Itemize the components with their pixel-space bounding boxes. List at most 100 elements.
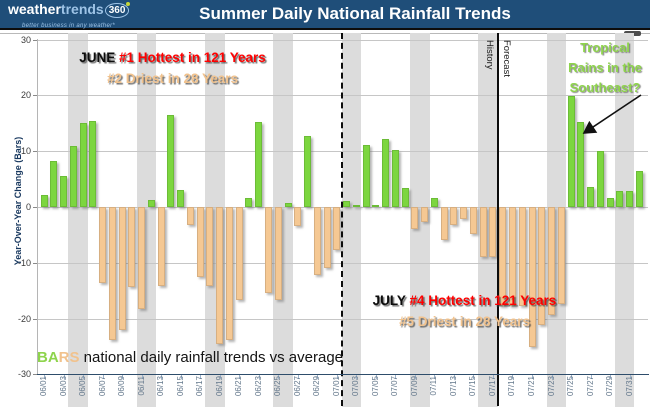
x-tick-label: 06/05 — [78, 376, 88, 397]
bar-06/27 — [294, 207, 302, 226]
bar-07/21 — [528, 207, 536, 348]
bar-06/16 — [186, 207, 194, 225]
bar-06/12 — [147, 199, 155, 207]
x-tick-mark — [258, 375, 260, 379]
bar-07/24 — [557, 207, 565, 304]
bar-06/14 — [167, 114, 175, 207]
bar-06/03 — [60, 175, 68, 207]
weekend-stripe — [341, 33, 362, 407]
legend-rs: RS — [58, 349, 80, 366]
bar-07/18 — [499, 207, 507, 307]
bar-07/27 — [587, 187, 595, 207]
x-tick-mark — [473, 375, 475, 379]
y-tick-mark — [33, 207, 37, 208]
x-tick-label: 07/09 — [409, 376, 419, 397]
legend-text: national daily rainfall trends vs averag… — [79, 349, 343, 366]
x-tick-mark — [551, 375, 553, 379]
x-tick-label: 06/03 — [58, 376, 68, 397]
bar-07/08 — [401, 188, 409, 207]
x-tick-mark — [219, 375, 221, 379]
x-tick-label: 07/25 — [566, 376, 576, 397]
x-tick-label: 06/09 — [117, 376, 127, 397]
june-annotation-line1: JUNE #1 Hottest in 121 Years — [79, 50, 266, 65]
y-tick-mark — [33, 262, 37, 264]
x-tick-label: 06/13 — [156, 376, 166, 397]
x-tick-label: 07/23 — [546, 376, 556, 397]
y-tick-mark — [33, 39, 37, 41]
logo-weather: weather — [8, 1, 61, 17]
weekend-stripe — [478, 33, 498, 407]
x-tick-mark — [278, 375, 280, 379]
bar-06/15 — [177, 190, 185, 207]
x-tick-label: 07/19 — [507, 376, 517, 397]
bar-06/06 — [89, 120, 97, 207]
y-tick-label: 0 — [25, 202, 31, 212]
x-tick-mark — [141, 375, 143, 379]
bar-06/23 — [255, 122, 263, 207]
bar-07/16 — [479, 207, 487, 257]
weekend-stripe — [136, 33, 157, 407]
header-bar: weathertrends 360 better business in any … — [0, 0, 650, 30]
x-tick-mark — [161, 375, 163, 379]
bar-06/13 — [157, 207, 165, 287]
weekend-stripe — [409, 33, 430, 407]
x-tick-label: 06/27 — [292, 376, 302, 397]
x-tick-label: 06/25 — [273, 376, 283, 397]
y-tick-label: -20 — [17, 313, 31, 324]
june-annotation-line2: #2 Driest in 28 Years — [106, 71, 239, 86]
x-tick-mark — [317, 375, 319, 379]
bar-06/05 — [79, 123, 87, 207]
june-july-dashed-divider — [340, 33, 343, 406]
x-tick-mark — [200, 375, 202, 379]
bar-07/02 — [343, 200, 351, 207]
bar-06/28 — [304, 135, 312, 207]
x-tick-label: 06/21 — [234, 376, 244, 397]
x-tick-label: 06/23 — [253, 376, 263, 397]
forecast-label: Forecast — [501, 40, 512, 77]
bar-07/31 — [626, 191, 634, 207]
bar-06/07 — [99, 207, 107, 284]
x-tick-label: 07/15 — [468, 376, 478, 397]
x-tick-mark — [590, 375, 592, 379]
x-tick-mark — [297, 375, 299, 379]
x-tick-mark — [434, 375, 436, 379]
bar-06/11 — [138, 207, 146, 309]
x-axis-line — [37, 374, 649, 375]
history-forecast-divider — [496, 33, 499, 406]
x-tick-label: 07/29 — [605, 376, 615, 397]
x-tick-mark — [375, 375, 377, 379]
bar-06/30 — [323, 207, 331, 269]
y-axis-line — [37, 39, 38, 375]
x-tick-label: 06/29 — [312, 376, 322, 397]
x-tick-mark — [610, 375, 612, 379]
x-tick-mark — [102, 375, 104, 379]
bar-06/10 — [128, 207, 136, 287]
x-tick-label: 07/27 — [585, 376, 595, 397]
bar-06/26 — [284, 203, 292, 207]
bar-07/17 — [489, 207, 497, 257]
x-tick-mark — [629, 375, 631, 379]
x-tick-mark — [180, 375, 182, 379]
y-tick-mark — [33, 374, 37, 376]
y-tick-label: 30 — [20, 34, 31, 45]
bar-06/25 — [274, 207, 282, 300]
x-tick-label: 07/21 — [527, 376, 536, 397]
header-divider-line — [0, 33, 650, 34]
x-tick-label: 07/31 — [624, 376, 634, 397]
x-tick-label: 06/01 — [39, 376, 48, 397]
x-tick-mark — [492, 375, 494, 379]
june-annotation: JUNE #1 Hottest in 121 Years #2 Driest i… — [60, 47, 285, 89]
bar-07/07 — [391, 150, 399, 207]
bar-07/26 — [577, 122, 585, 207]
y-tick-label: -30 — [17, 369, 31, 380]
bar-07/20 — [518, 207, 526, 307]
x-tick-label: 06/19 — [214, 376, 224, 397]
july-annotation-line2: #5 Driest in 28 Years — [398, 314, 531, 329]
y-tick-label: -10 — [17, 257, 31, 268]
x-tick-mark — [63, 375, 65, 379]
x-tick-mark — [571, 375, 573, 379]
y-tick-label: 10 — [20, 146, 31, 157]
bar-08/01 — [635, 171, 643, 207]
bar-07/15 — [469, 207, 477, 234]
